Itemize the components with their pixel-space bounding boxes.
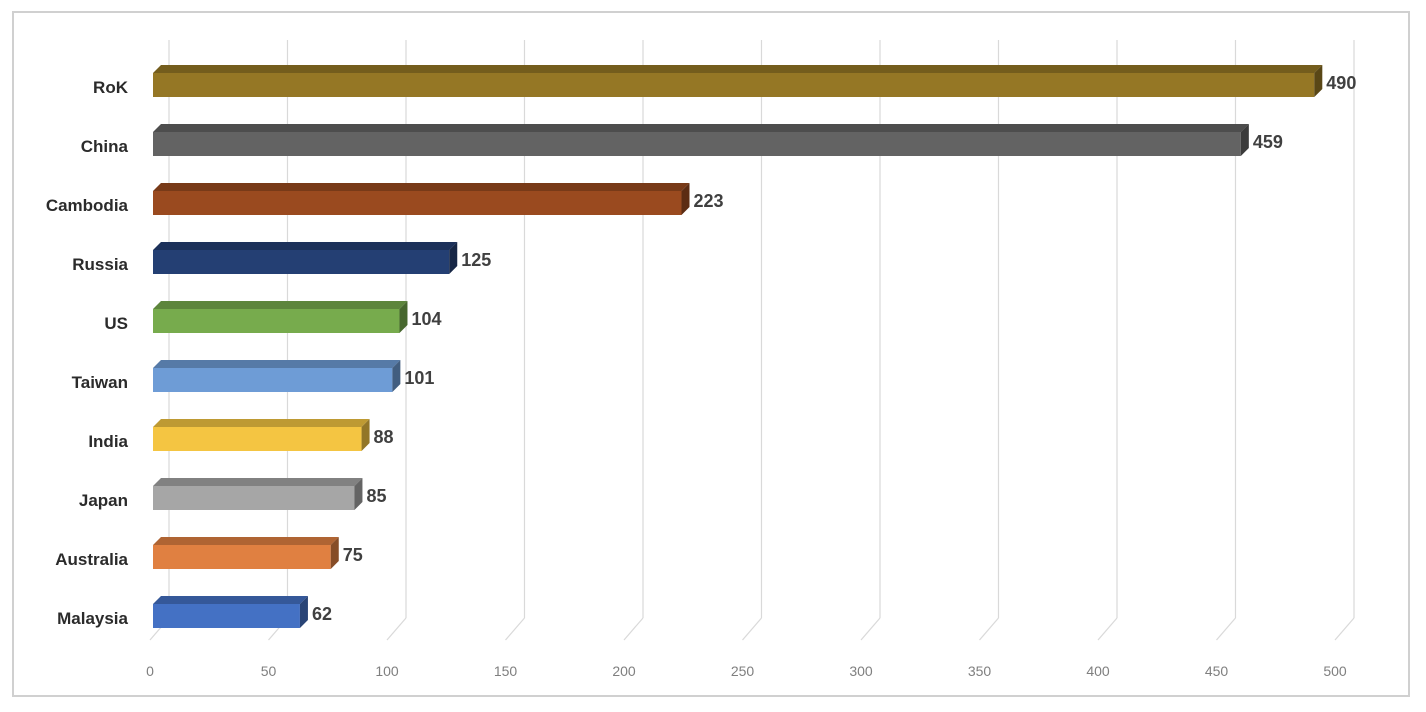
bar-top-face xyxy=(153,301,408,309)
x-axis-tick-labels: 0 50 100 150 200 250 300 350 400 450 500 xyxy=(146,663,1347,679)
bar-top-face xyxy=(153,360,401,368)
bar-front-face xyxy=(153,309,400,333)
category-label: Cambodia xyxy=(46,196,129,215)
bar-top-face xyxy=(153,65,1323,73)
category-label: Malaysia xyxy=(57,609,128,628)
grid-floor-line-250 xyxy=(742,617,762,641)
bar-front-face xyxy=(153,250,450,274)
bar-side-face xyxy=(392,360,401,392)
data-label: 101 xyxy=(404,368,434,388)
bar-top-face xyxy=(153,183,690,191)
data-label: 75 xyxy=(343,545,363,565)
bar-rok xyxy=(153,65,1323,97)
bar-japan xyxy=(153,478,363,510)
grid-floor-line-150 xyxy=(505,617,525,641)
bar-top-face xyxy=(153,596,308,604)
bar-front-face xyxy=(153,73,1315,97)
bar-front-face xyxy=(153,191,682,215)
data-label: 85 xyxy=(366,486,386,506)
bar-side-face xyxy=(330,537,339,569)
x-tick-label: 50 xyxy=(261,663,277,679)
data-label: 125 xyxy=(461,250,491,270)
x-tick-label: 0 xyxy=(146,663,154,679)
bar-top-face xyxy=(153,242,458,250)
grid-floor-line-100 xyxy=(386,617,407,641)
category-label: US xyxy=(104,314,128,333)
bar-india xyxy=(153,419,370,451)
bar-us xyxy=(153,301,408,333)
category-label: India xyxy=(88,432,128,451)
bar-malaysia xyxy=(153,596,308,628)
grid-floor-line-200 xyxy=(623,617,644,641)
grid-floor-line-450 xyxy=(1216,617,1236,641)
bar-side-face xyxy=(354,478,363,510)
x-tick-label: 400 xyxy=(1086,663,1110,679)
bar-front-face xyxy=(153,545,331,569)
category-label: Taiwan xyxy=(72,373,128,392)
bar-front-face xyxy=(153,604,300,628)
x-tick-label: 200 xyxy=(612,663,636,679)
bar-front-face xyxy=(153,486,355,510)
bar-front-face xyxy=(153,368,393,392)
data-label: 88 xyxy=(374,427,394,447)
grid-floor-line-500 xyxy=(1334,617,1355,641)
bar-front-face xyxy=(153,132,1241,156)
x-tick-label: 150 xyxy=(494,663,518,679)
bar-side-face xyxy=(399,301,408,333)
bar-cambodia xyxy=(153,183,690,215)
bar-taiwan xyxy=(153,360,401,392)
data-label: 459 xyxy=(1253,132,1283,152)
bar-top-face xyxy=(153,419,370,427)
category-label: Japan xyxy=(79,491,128,510)
y-axis-category-labels: RoK China Cambodia Russia US Taiwan India Japan… xyxy=(46,78,129,628)
x-tick-label: 450 xyxy=(1205,663,1229,679)
bars xyxy=(153,65,1323,628)
bar-side-face xyxy=(299,596,308,628)
bar-side-face xyxy=(449,242,458,274)
data-label: 223 xyxy=(694,191,724,211)
grid-floor-line-350 xyxy=(979,617,999,641)
bar-australia xyxy=(153,537,339,569)
category-label: Russia xyxy=(72,255,128,274)
category-label: RoK xyxy=(93,78,129,97)
data-labels: 490 459 223 125 104 101 88 85 75 62 xyxy=(312,73,1356,624)
grid-floor-line-300 xyxy=(860,617,881,641)
category-label: Australia xyxy=(55,550,128,569)
x-tick-label: 250 xyxy=(731,663,755,679)
bar-side-face xyxy=(361,419,370,451)
data-label: 104 xyxy=(411,309,441,329)
bar-top-face xyxy=(153,478,363,486)
bar-side-face xyxy=(681,183,690,215)
bar-china xyxy=(153,124,1249,156)
data-label: 490 xyxy=(1326,73,1356,93)
x-tick-label: 350 xyxy=(968,663,992,679)
bar-front-face xyxy=(153,427,362,451)
x-tick-label: 300 xyxy=(849,663,873,679)
category-label: China xyxy=(81,137,129,156)
grid-floor-line-400 xyxy=(1097,617,1118,641)
bar-side-face xyxy=(1314,65,1323,97)
bar-top-face xyxy=(153,537,339,545)
data-label: 62 xyxy=(312,604,332,624)
bar-side-face xyxy=(1240,124,1249,156)
x-tick-label: 100 xyxy=(375,663,399,679)
x-tick-label: 500 xyxy=(1323,663,1347,679)
bar-russia xyxy=(153,242,458,274)
bar-top-face xyxy=(153,124,1249,132)
